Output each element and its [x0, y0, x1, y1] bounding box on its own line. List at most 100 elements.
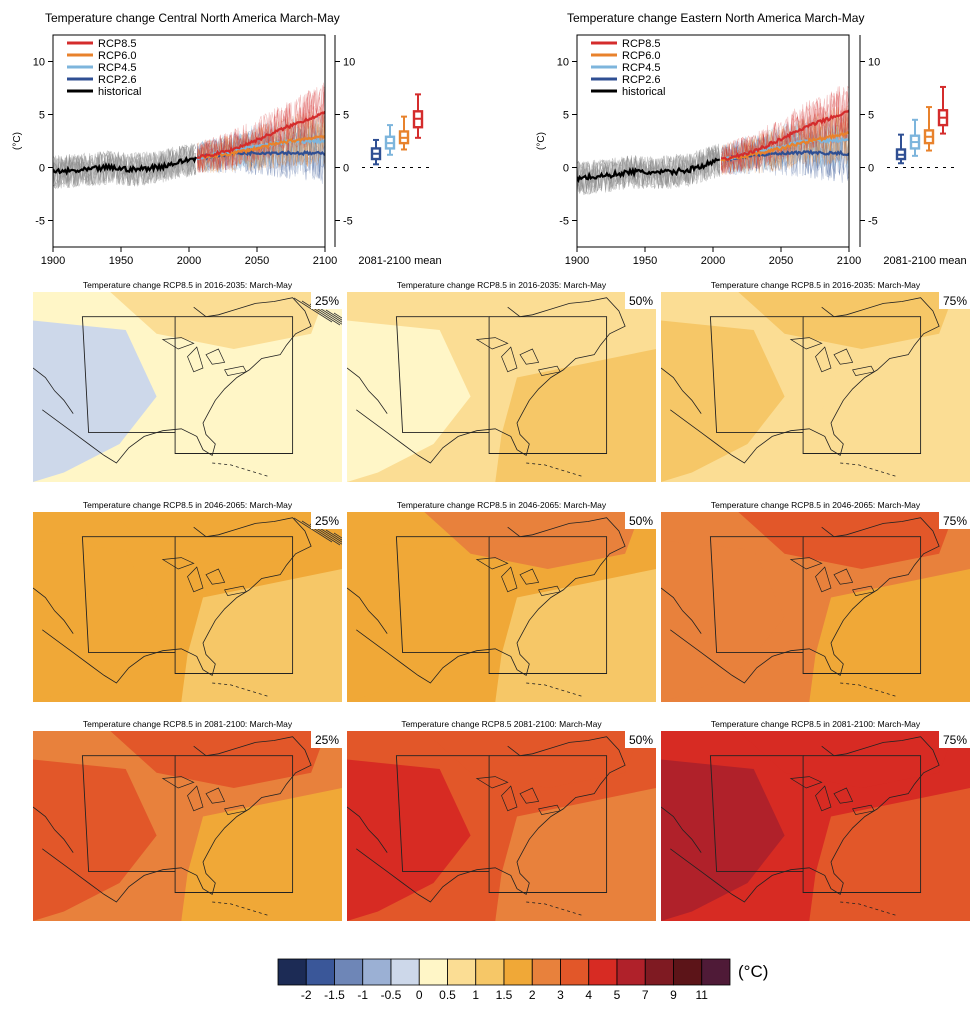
map-patch-north	[424, 292, 641, 349]
region-box-central	[395, 755, 490, 873]
map-field	[347, 731, 656, 921]
map-patch-west	[33, 320, 157, 482]
percentile-label: 75%	[943, 514, 967, 528]
series-line-historical	[53, 155, 197, 176]
map-patch-north	[110, 512, 327, 569]
colorbar-tick-label: -0.5	[381, 988, 402, 1002]
colorbar-swatch	[560, 958, 590, 986]
map-patch-north	[424, 512, 641, 569]
percentile-tag: 75%	[939, 512, 970, 529]
x-tick-label: 2050	[245, 255, 269, 267]
west-coastline	[661, 806, 702, 853]
great-lake	[519, 568, 540, 585]
coastline	[356, 297, 626, 464]
map-panel-5: Temperature change RCP8.5 in 2046-2065: …	[347, 500, 656, 702]
y-axis-label: (°C)	[536, 132, 547, 150]
map-field	[661, 512, 970, 702]
region-box-eastern	[802, 536, 922, 674]
box-rcp2.6	[370, 138, 382, 166]
ensemble-member-rcp2.6	[196, 129, 325, 179]
ensemble-member-rcp4.5	[196, 118, 325, 173]
y-tick-label: 5	[563, 110, 569, 122]
colorbar-swatch	[673, 958, 703, 986]
coastline	[356, 517, 626, 684]
great-lake	[833, 568, 854, 585]
colorbar-swatch	[616, 958, 646, 986]
map-patch-atlantic	[495, 349, 656, 482]
ensemble-member-rcp6.0	[720, 105, 849, 174]
map-panel-2: Temperature change RCP8.5 in 2016-2035: …	[347, 280, 656, 482]
map-title: Temperature change RCP8.5 in 2016-2035: …	[711, 280, 921, 290]
percentile-tag: 25%	[311, 731, 342, 748]
colorbar-swatch	[447, 958, 477, 986]
ensemble-member-rcp4.5	[720, 111, 849, 174]
map-panel-9: Temperature change RCP8.5 in 2081-2100: …	[661, 719, 970, 921]
legend-label-rcp4.5: RCP4.5	[98, 62, 137, 74]
ensemble-member-rcp8.5	[196, 86, 325, 173]
percentile-tag: 50%	[625, 292, 656, 309]
region-box-eastern	[802, 316, 922, 454]
map-patch-west	[347, 540, 471, 702]
y-tick-label-right: 5	[868, 110, 874, 122]
colorbar-tick-label: 11	[696, 988, 709, 1002]
series-line-rcp6.0	[720, 130, 849, 162]
map-patch-atlantic	[809, 349, 970, 482]
ensemble-member-rcp6.0	[196, 107, 325, 173]
great-lake	[833, 787, 854, 804]
percentile-label: 50%	[629, 733, 653, 747]
box-rcp2.6	[895, 133, 907, 165]
ensemble-member-rcp2.6	[720, 125, 849, 179]
great-lake	[224, 804, 247, 815]
percentile-label: 50%	[629, 514, 653, 528]
great-lake	[501, 566, 518, 593]
percentile-tag-bg	[625, 292, 656, 309]
percentile-tag-bg	[939, 512, 970, 529]
great-lake	[187, 785, 204, 812]
west-coastline	[661, 367, 702, 414]
ensemble-member-rcp4.5	[720, 117, 849, 172]
colorbar-tick-label: -1	[357, 988, 368, 1002]
y-tick-label-right: 10	[343, 57, 355, 69]
map-field	[661, 731, 970, 921]
region-box-central	[81, 755, 176, 873]
y-tick-label-right: 0	[868, 163, 874, 175]
great-lake	[205, 787, 226, 804]
y-axis-label: (°C)	[12, 132, 23, 150]
box-rcp4.5	[909, 118, 921, 157]
great-lake	[205, 568, 226, 585]
y-tick-label: -5	[559, 216, 569, 228]
legend-label-rcp4.5: RCP4.5	[622, 62, 661, 74]
significance-hatch	[301, 520, 341, 546]
colorbar-tick-label: 1.5	[496, 988, 513, 1002]
great-lake	[501, 785, 518, 812]
percentile-label: 50%	[629, 294, 653, 308]
y-tick-label: 5	[39, 110, 45, 122]
great-lake	[815, 566, 832, 593]
series-line-rcp8.5	[196, 110, 325, 160]
y-tick-label-right: 5	[343, 110, 349, 122]
colorbar-swatch	[588, 958, 618, 986]
great-lake	[187, 566, 204, 593]
y-tick-label-right: -5	[343, 216, 353, 228]
coastline	[670, 736, 940, 903]
significance-hatch	[293, 517, 333, 543]
map-patch-atlantic	[495, 788, 656, 921]
great-lake	[519, 787, 540, 804]
percentile-label: 75%	[943, 294, 967, 308]
y-tick-label: 0	[39, 163, 45, 175]
significance-hatch	[317, 306, 342, 323]
legend-label-historical: historical	[98, 86, 141, 98]
map-field	[33, 512, 342, 702]
region-box-central	[395, 536, 490, 654]
legend-label-rcp2.6: RCP2.6	[622, 74, 661, 86]
ensemble-member-rcp6.0	[196, 110, 325, 173]
region-box-eastern	[174, 316, 294, 454]
great-lake	[224, 585, 247, 596]
percentile-tag-bg	[311, 731, 342, 748]
map-title: Temperature change RCP8.5 in 2081-2100: …	[83, 719, 293, 729]
coastline	[42, 517, 312, 684]
x-tick-label: 2100	[837, 255, 861, 267]
ensemble-member-rcp8.5	[196, 85, 325, 173]
